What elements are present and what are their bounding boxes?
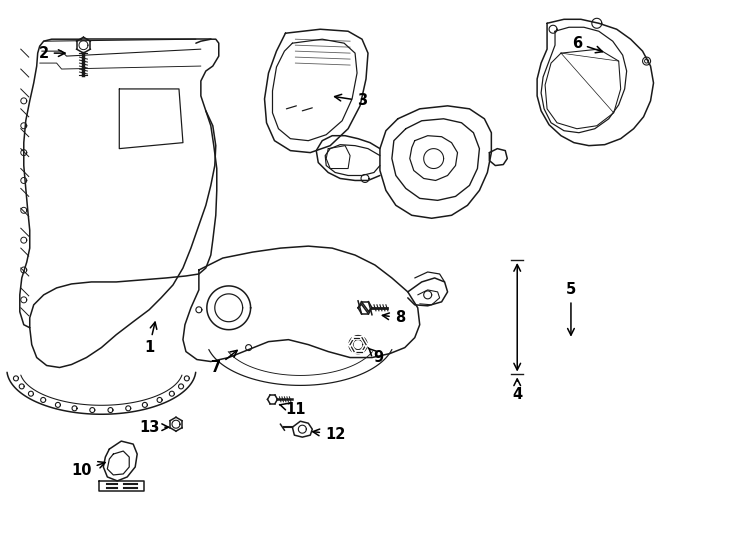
Text: 11: 11: [280, 402, 305, 417]
Text: 6: 6: [572, 36, 603, 53]
Text: 10: 10: [71, 462, 105, 478]
Text: 1: 1: [144, 322, 157, 355]
Polygon shape: [29, 391, 34, 396]
Text: 7: 7: [211, 350, 237, 375]
Polygon shape: [21, 297, 26, 303]
Polygon shape: [21, 267, 26, 273]
Polygon shape: [13, 376, 18, 381]
Polygon shape: [142, 402, 148, 407]
Polygon shape: [21, 150, 26, 156]
Polygon shape: [90, 408, 95, 413]
Polygon shape: [72, 406, 77, 411]
Polygon shape: [21, 98, 26, 104]
Polygon shape: [184, 376, 189, 381]
Polygon shape: [157, 397, 162, 402]
Text: 9: 9: [368, 348, 383, 365]
Polygon shape: [178, 384, 184, 389]
Text: 4: 4: [512, 379, 523, 402]
Text: 2: 2: [39, 45, 65, 60]
Polygon shape: [424, 291, 432, 299]
Polygon shape: [170, 391, 174, 396]
Text: 12: 12: [313, 427, 346, 442]
Text: 5: 5: [566, 282, 576, 335]
Text: 13: 13: [139, 420, 169, 435]
Polygon shape: [56, 402, 60, 407]
Polygon shape: [126, 406, 131, 411]
Polygon shape: [21, 123, 26, 129]
Polygon shape: [19, 384, 24, 389]
Polygon shape: [21, 178, 26, 184]
Polygon shape: [642, 57, 650, 65]
Polygon shape: [21, 237, 26, 243]
Polygon shape: [196, 307, 202, 313]
Polygon shape: [21, 207, 26, 213]
Polygon shape: [108, 408, 113, 413]
Text: 8: 8: [382, 310, 405, 325]
Polygon shape: [361, 174, 369, 183]
Text: 3: 3: [335, 93, 367, 109]
Polygon shape: [40, 397, 46, 402]
